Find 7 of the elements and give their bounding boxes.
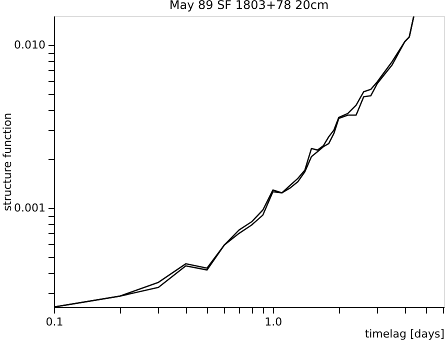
chart-title: May 89 SF 1803+78 20cm xyxy=(169,0,329,12)
x-tick-label: 0.1 xyxy=(46,316,64,328)
x-tick-label: 1.0 xyxy=(264,316,282,328)
y-axis-title: structure function xyxy=(1,112,14,212)
y-tick-label: 0.010 xyxy=(14,38,46,52)
y-tick-label: 0.001 xyxy=(14,202,46,215)
x-axis-title: timelag [days] xyxy=(364,328,444,340)
